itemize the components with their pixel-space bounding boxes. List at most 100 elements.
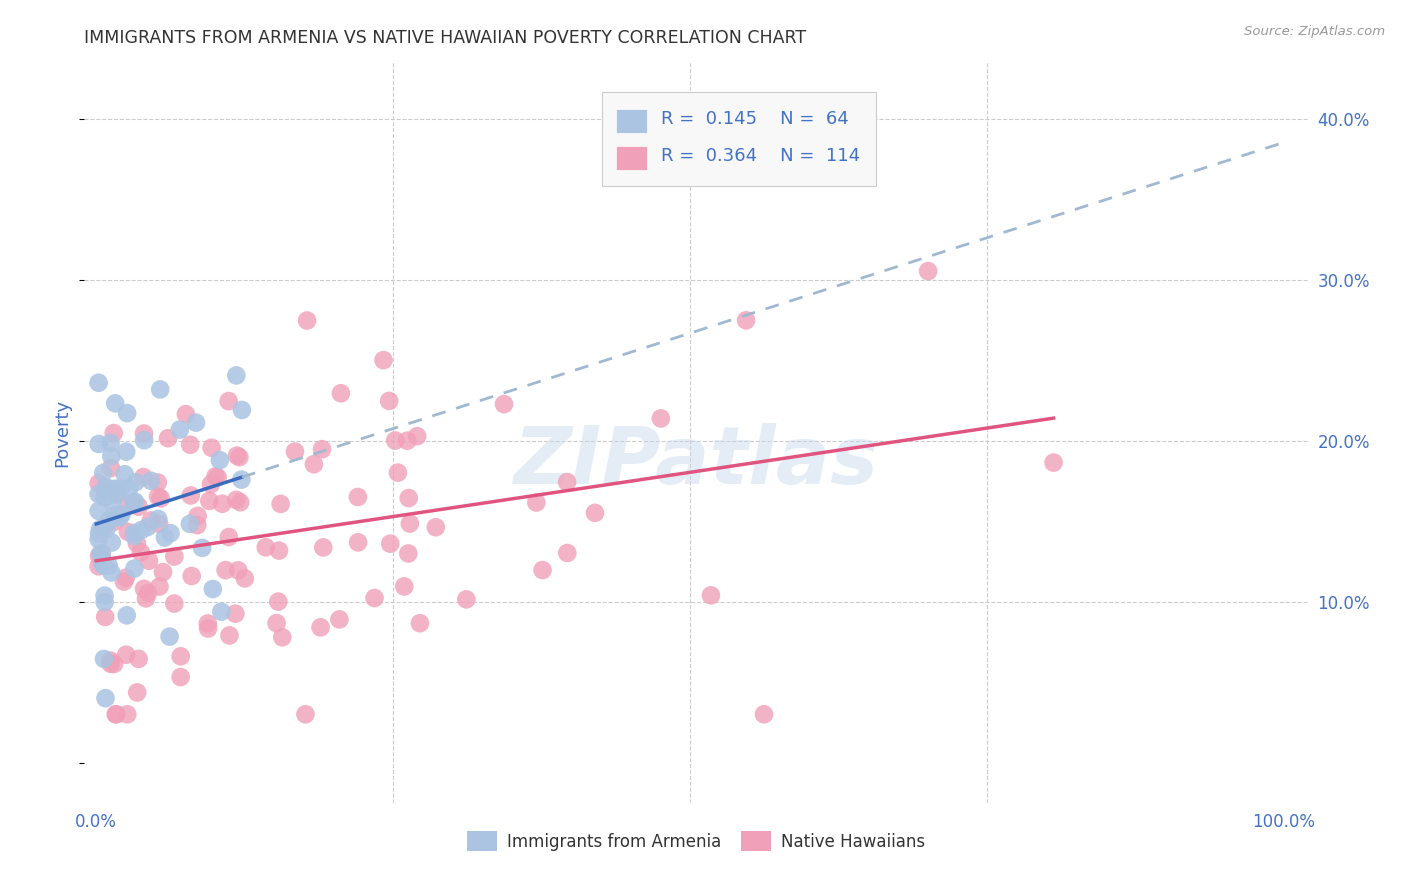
Point	[169, 670, 191, 684]
Point	[208, 453, 231, 467]
Point	[201, 582, 224, 596]
Point	[555, 475, 578, 489]
Point	[225, 492, 247, 507]
Point	[169, 423, 191, 437]
Point	[104, 396, 127, 410]
Point	[311, 442, 333, 457]
Point	[100, 450, 122, 464]
Point	[136, 586, 159, 600]
Point	[105, 488, 128, 502]
Point	[209, 605, 232, 619]
Point	[650, 411, 672, 425]
Point	[104, 707, 127, 722]
Point	[100, 654, 122, 668]
Point	[148, 516, 170, 531]
Point	[100, 535, 122, 549]
Point	[149, 491, 172, 506]
Point	[226, 449, 249, 463]
Point	[127, 685, 149, 699]
Point	[122, 529, 145, 543]
Text: IMMIGRANTS FROM ARMENIA VS NATIVE HAWAIIAN POVERTY CORRELATION CHART: IMMIGRANTS FROM ARMENIA VS NATIVE HAWAII…	[84, 29, 807, 47]
Point	[132, 582, 155, 596]
Point	[148, 512, 170, 526]
Point	[917, 264, 939, 278]
Point	[112, 574, 135, 589]
Point	[180, 569, 202, 583]
Point	[191, 541, 214, 555]
Point	[110, 508, 132, 522]
Text: Source: ZipAtlas.com: Source: ZipAtlas.com	[1244, 25, 1385, 38]
Point	[105, 486, 128, 500]
Point	[270, 497, 292, 511]
Point	[233, 571, 256, 585]
Point	[228, 450, 250, 465]
Point	[184, 416, 207, 430]
Point	[104, 482, 127, 496]
Point	[159, 526, 181, 541]
Point	[93, 589, 115, 603]
Point	[87, 476, 110, 491]
Point	[226, 563, 249, 577]
Point	[163, 597, 186, 611]
Point	[295, 313, 318, 327]
Point	[128, 500, 150, 514]
Point	[91, 556, 114, 570]
Point	[100, 657, 122, 671]
Point	[328, 612, 350, 626]
Point	[128, 652, 150, 666]
Point	[118, 498, 141, 512]
Text: ZIPatlas: ZIPatlas	[513, 423, 879, 501]
Point	[87, 487, 110, 501]
Point	[229, 495, 252, 509]
Point	[266, 616, 288, 631]
Point	[425, 520, 447, 534]
Point	[87, 376, 110, 390]
Point	[124, 561, 146, 575]
Point	[153, 531, 176, 545]
Point	[146, 490, 169, 504]
Point	[146, 475, 169, 490]
Point	[94, 610, 117, 624]
Point	[135, 591, 157, 606]
Point	[169, 649, 191, 664]
Point	[103, 657, 125, 671]
Point	[139, 513, 162, 527]
Point	[267, 543, 290, 558]
Point	[271, 630, 294, 644]
Point	[115, 648, 138, 662]
Point	[122, 526, 145, 541]
Y-axis label: Poverty: Poverty	[53, 399, 72, 467]
Point	[134, 434, 156, 448]
Point	[94, 483, 117, 497]
Point	[1042, 456, 1064, 470]
Point	[90, 548, 112, 562]
Point	[218, 628, 240, 642]
Point	[312, 541, 335, 555]
Point	[735, 313, 758, 327]
Point	[214, 563, 236, 577]
Point	[524, 495, 547, 509]
Text: R =  0.145    N =  64: R = 0.145 N = 64	[661, 110, 849, 128]
Point	[204, 469, 226, 483]
Point	[752, 707, 775, 722]
Point	[197, 622, 219, 636]
Point	[138, 554, 160, 568]
Point	[409, 616, 432, 631]
Point	[89, 522, 111, 536]
Point	[87, 533, 110, 547]
Point	[93, 491, 115, 505]
Point	[105, 707, 128, 722]
Point	[103, 508, 125, 523]
Point	[93, 521, 115, 535]
Point	[98, 513, 121, 527]
Point	[555, 546, 578, 560]
Point	[186, 518, 208, 533]
Point	[380, 536, 402, 550]
Point	[149, 383, 172, 397]
Point	[197, 616, 219, 631]
Point	[492, 397, 515, 411]
Point	[100, 461, 122, 475]
Point	[399, 516, 422, 531]
Point	[387, 466, 409, 480]
Point	[198, 494, 221, 508]
